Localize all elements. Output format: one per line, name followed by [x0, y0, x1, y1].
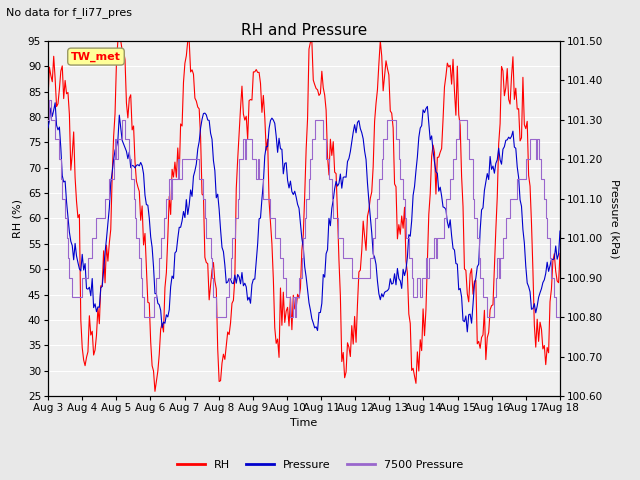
Legend: RH, Pressure, 7500 Pressure: RH, Pressure, 7500 Pressure [172, 456, 468, 474]
Title: RH and Pressure: RH and Pressure [241, 23, 367, 38]
Text: TW_met: TW_met [71, 51, 121, 62]
Text: No data for f_li77_pres: No data for f_li77_pres [6, 7, 132, 18]
X-axis label: Time: Time [291, 419, 317, 429]
Y-axis label: Pressure (kPa): Pressure (kPa) [610, 179, 620, 258]
Y-axis label: RH (%): RH (%) [12, 199, 22, 238]
